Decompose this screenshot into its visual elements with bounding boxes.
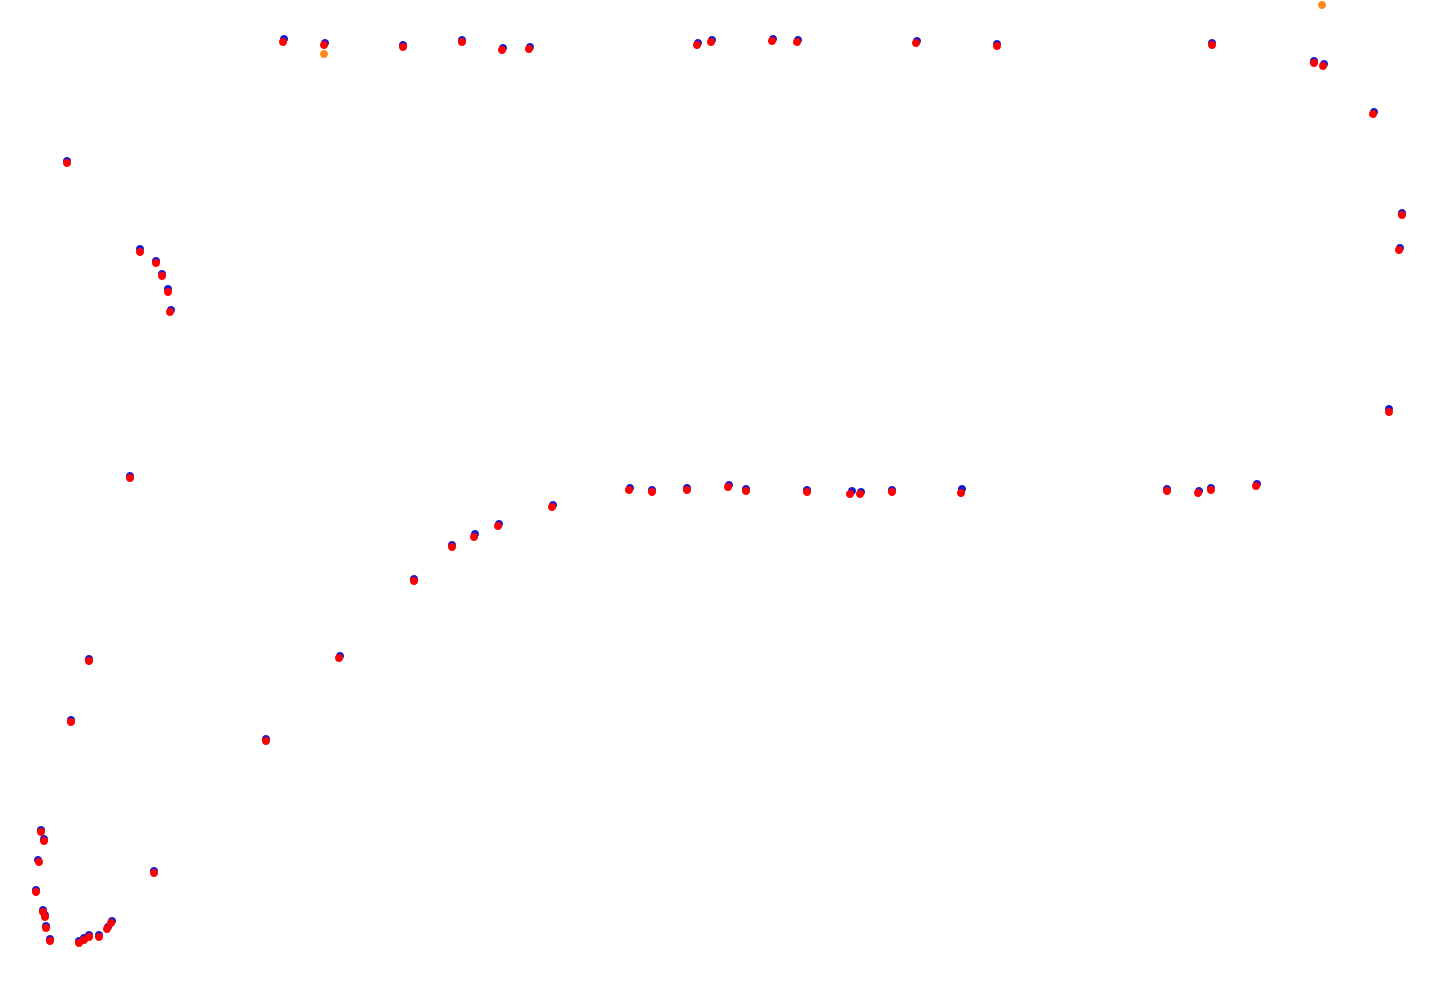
point: [320, 50, 328, 58]
point: [724, 483, 732, 491]
point: [107, 919, 115, 927]
point: [458, 38, 466, 46]
point: [126, 474, 134, 482]
point: [707, 38, 715, 46]
point: [1369, 110, 1377, 118]
point: [41, 913, 49, 921]
point: [279, 38, 287, 46]
point: [164, 288, 172, 296]
point: [32, 888, 40, 896]
point: [1163, 487, 1171, 495]
point: [166, 308, 174, 316]
point: [85, 657, 93, 665]
point: [1310, 59, 1318, 67]
point: [803, 488, 811, 496]
point: [525, 45, 533, 53]
point: [888, 488, 896, 496]
point: [150, 869, 158, 877]
point: [37, 828, 45, 836]
point: [742, 487, 750, 495]
point: [67, 718, 75, 726]
point: [46, 937, 54, 945]
point: [846, 490, 854, 498]
point: [158, 272, 166, 280]
point: [793, 38, 801, 46]
point: [320, 41, 328, 49]
point: [683, 486, 691, 494]
point: [410, 577, 418, 585]
point: [335, 654, 343, 662]
point: [693, 41, 701, 49]
point: [40, 837, 48, 845]
point: [957, 489, 965, 497]
point: [152, 259, 160, 267]
point: [103, 925, 111, 933]
point: [548, 503, 556, 511]
point: [648, 488, 656, 496]
point: [63, 159, 71, 167]
point: [494, 522, 502, 530]
point: [85, 933, 93, 941]
point: [399, 43, 407, 51]
point: [498, 46, 506, 54]
point: [1398, 211, 1406, 219]
point: [1194, 489, 1202, 497]
point: [448, 543, 456, 551]
point: [1318, 1, 1326, 9]
point: [35, 858, 43, 866]
point: [262, 737, 270, 745]
point: [1395, 246, 1403, 254]
point: [95, 933, 103, 941]
point: [1252, 482, 1260, 490]
point: [42, 924, 50, 932]
point: [1385, 408, 1393, 416]
point: [625, 486, 633, 494]
point: [1208, 41, 1216, 49]
point: [470, 533, 478, 541]
point: [1207, 486, 1215, 494]
point: [856, 490, 864, 498]
point: [1319, 62, 1327, 70]
point: [912, 39, 920, 47]
point: [993, 42, 1001, 50]
point: [768, 37, 776, 45]
point: [136, 248, 144, 256]
